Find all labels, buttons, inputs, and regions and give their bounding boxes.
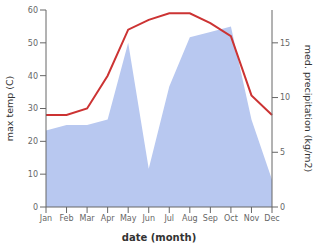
svg-text:Dec: Dec xyxy=(264,214,279,223)
svg-text:Aug: Aug xyxy=(182,214,198,223)
svg-text:med. precipitation (kg/m2): med. precipitation (kg/m2) xyxy=(303,45,310,172)
svg-text:Jun: Jun xyxy=(141,214,155,223)
svg-text:Jul: Jul xyxy=(163,214,174,223)
svg-text:60: 60 xyxy=(28,6,38,15)
svg-text:20: 20 xyxy=(28,137,38,146)
svg-text:Mar: Mar xyxy=(80,214,96,223)
svg-text:Nov: Nov xyxy=(244,214,260,223)
svg-text:10: 10 xyxy=(280,93,290,102)
svg-text:0: 0 xyxy=(33,203,38,212)
svg-text:Jan: Jan xyxy=(39,214,52,223)
svg-text:15: 15 xyxy=(280,39,290,48)
svg-text:max temp (C): max temp (C) xyxy=(8,76,15,142)
svg-text:Sep: Sep xyxy=(203,214,218,223)
svg-text:0: 0 xyxy=(280,203,285,212)
svg-text:date (month): date (month) xyxy=(122,232,196,243)
svg-text:50: 50 xyxy=(28,39,38,48)
svg-text:Apr: Apr xyxy=(101,214,116,223)
svg-text:Oct: Oct xyxy=(224,214,238,223)
svg-text:30: 30 xyxy=(28,104,38,113)
svg-text:10: 10 xyxy=(28,170,38,179)
svg-text:May: May xyxy=(120,214,137,223)
svg-text:5: 5 xyxy=(280,148,285,157)
svg-text:Feb: Feb xyxy=(59,214,73,223)
svg-text:40: 40 xyxy=(28,72,38,81)
